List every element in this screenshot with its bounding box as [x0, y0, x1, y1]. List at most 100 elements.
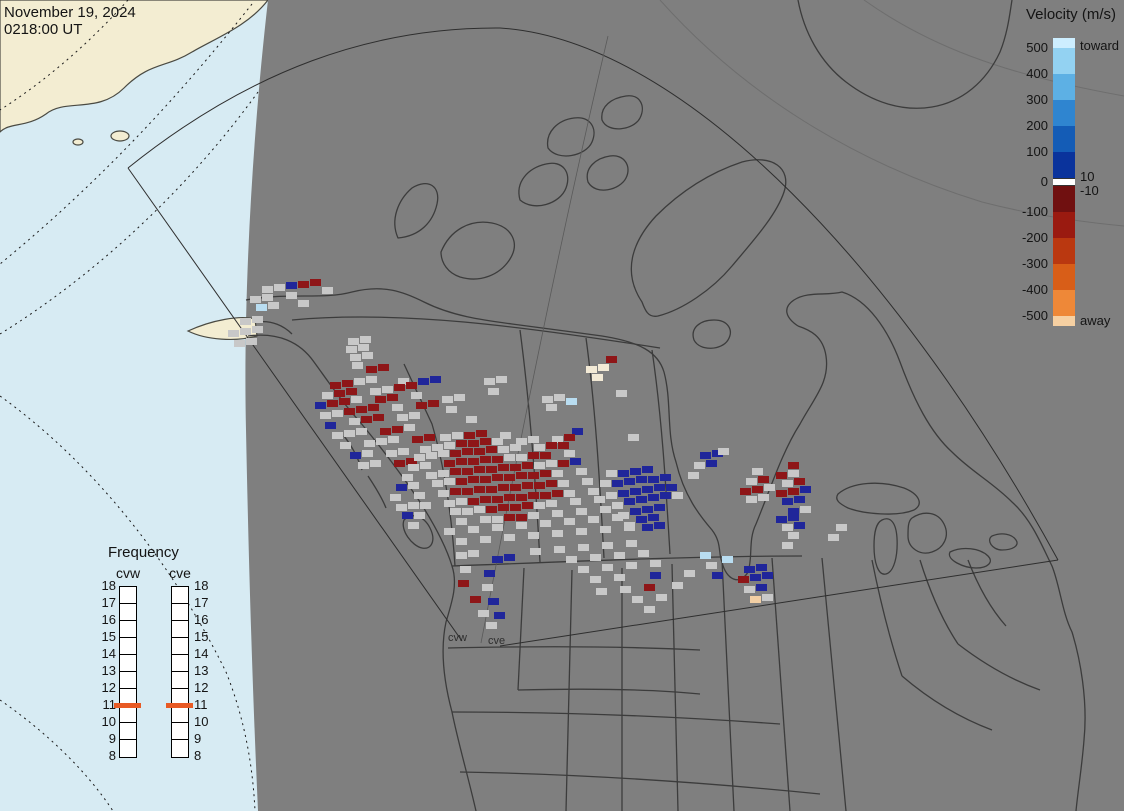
frequency-bar-cvw [119, 586, 137, 758]
lake-superior [836, 482, 920, 515]
frequency-legend-title: Frequency [108, 544, 179, 561]
labrador-east-coast [786, 291, 1086, 811]
geomagnetic-grid-dotted [0, 0, 259, 811]
frequency-tick-label: 12 [194, 680, 209, 695]
frequency-cell [172, 672, 188, 689]
frequency-cell [120, 655, 136, 672]
colorbar-segment [1053, 100, 1075, 126]
colorbar-segment [1053, 316, 1075, 326]
timestamp-time: 0218:00 UT [4, 21, 83, 38]
fan-left-edge [127, 167, 463, 642]
velocity-tick-label: -400 [1021, 282, 1048, 297]
frequency-cell [120, 604, 136, 621]
velocity-legend-title: Velocity (m/s) [1025, 6, 1116, 23]
frequency-marker [166, 703, 193, 708]
radar-site-label-cve: cve [488, 635, 506, 647]
terminator-night-region [245, 0, 1124, 811]
frequency-cell [172, 587, 188, 604]
frequency-tick-label: 15 [194, 629, 209, 644]
frequency-cell [172, 655, 188, 672]
velocity-tick-label: -500 [1021, 308, 1048, 323]
frequency-tick-label: 8 [108, 748, 116, 763]
frequency-cell [120, 638, 136, 655]
state-borders [447, 557, 1041, 811]
island [72, 138, 84, 146]
frequency-tick-label: 12 [101, 680, 116, 695]
colorbar-segment [1053, 74, 1075, 100]
frequency-tick-label: 11 [102, 697, 117, 712]
frequency-cell [172, 604, 188, 621]
frequency-tick-label: 10 [194, 714, 209, 729]
frequency-column-label-cve: cve [169, 565, 191, 581]
frequency-tick-label: 10 [101, 714, 116, 729]
frequency-tick-label: 15 [101, 629, 116, 644]
arctic-island [601, 95, 643, 130]
frequency-tick-label: 14 [101, 646, 116, 661]
fan-right-edge [499, 559, 1059, 647]
colorbar-segment [1053, 290, 1075, 316]
frequency-tick-label: 16 [101, 612, 116, 627]
velocity-tick-label: 100 [1026, 144, 1048, 159]
velocity-tick-label: -200 [1021, 230, 1048, 245]
velocity-tick-label: 300 [1026, 92, 1048, 107]
away-label: away [1080, 313, 1111, 328]
colorbar-segment [1053, 238, 1075, 264]
colorbar-segment [1053, 186, 1075, 212]
frequency-tick-label: 16 [194, 612, 209, 627]
colorbar-segment [1053, 264, 1075, 290]
island [110, 130, 130, 142]
frequency-marker [114, 703, 141, 708]
frequency-tick-label: 13 [194, 663, 209, 678]
colorbar-segment [1053, 38, 1075, 48]
north-america-outlines [245, 0, 1086, 811]
frequency-tick-label: 14 [194, 646, 209, 661]
us-canada-border [451, 555, 803, 567]
frequency-cell [120, 587, 136, 604]
frequency-tick-label: 9 [108, 731, 116, 746]
dayside-land [0, 0, 269, 146]
velocity-tick-label: 0 [1040, 174, 1048, 189]
baffin-island [630, 159, 787, 317]
west-coastline [247, 334, 477, 811]
velocity-tick-label: -100 [1021, 204, 1048, 219]
velocity-tick-label: -300 [1021, 256, 1048, 271]
velocity-tick-label: 500 [1026, 40, 1048, 55]
greenland [797, 0, 1013, 109]
colorbar-segment [1053, 152, 1075, 178]
timestamp-date: November 19, 2024 [4, 4, 136, 21]
lake-michigan [873, 518, 898, 575]
frequency-cell [120, 740, 136, 757]
arctic-island [586, 155, 629, 191]
bc-coastal-island [367, 475, 387, 509]
frequency-tick-label: 11 [194, 697, 208, 712]
colorbar-segment [1053, 126, 1075, 152]
frequency-cell [172, 638, 188, 655]
frequency-column-label-cvw: cvw [115, 565, 141, 581]
lake-huron [907, 512, 947, 554]
frequency-tick-label: 18 [194, 578, 209, 593]
velocity-colorbar [1053, 38, 1075, 326]
velocity-tick-label: 200 [1026, 118, 1048, 133]
velocity-tick-label: 400 [1026, 66, 1048, 81]
fan-outer-arc [127, 27, 1059, 561]
colorbar-segment [1053, 212, 1075, 238]
frequency-cell [172, 723, 188, 740]
siberia-landmass [0, 0, 269, 133]
frequency-tick-label: 9 [194, 731, 202, 746]
southampton-island [692, 319, 731, 349]
frequency-tick-label: 13 [101, 663, 116, 678]
lake-erie [948, 547, 991, 569]
frequency-bar-cve [171, 586, 189, 758]
arctic-island [546, 117, 595, 157]
territorial-border [291, 316, 661, 349]
zero-lower-label: -10 [1080, 183, 1099, 198]
arctic-coast-hudson-bay [245, 288, 828, 581]
frequency-tick-label: 17 [101, 595, 116, 610]
timestamp: November 19, 2024 0218:00 UT [4, 4, 136, 38]
frequency-cell [120, 723, 136, 740]
victoria-island [440, 221, 515, 280]
banks-island [394, 183, 439, 239]
frequency-tick-label: 18 [101, 578, 116, 593]
frequency-cell [172, 740, 188, 757]
